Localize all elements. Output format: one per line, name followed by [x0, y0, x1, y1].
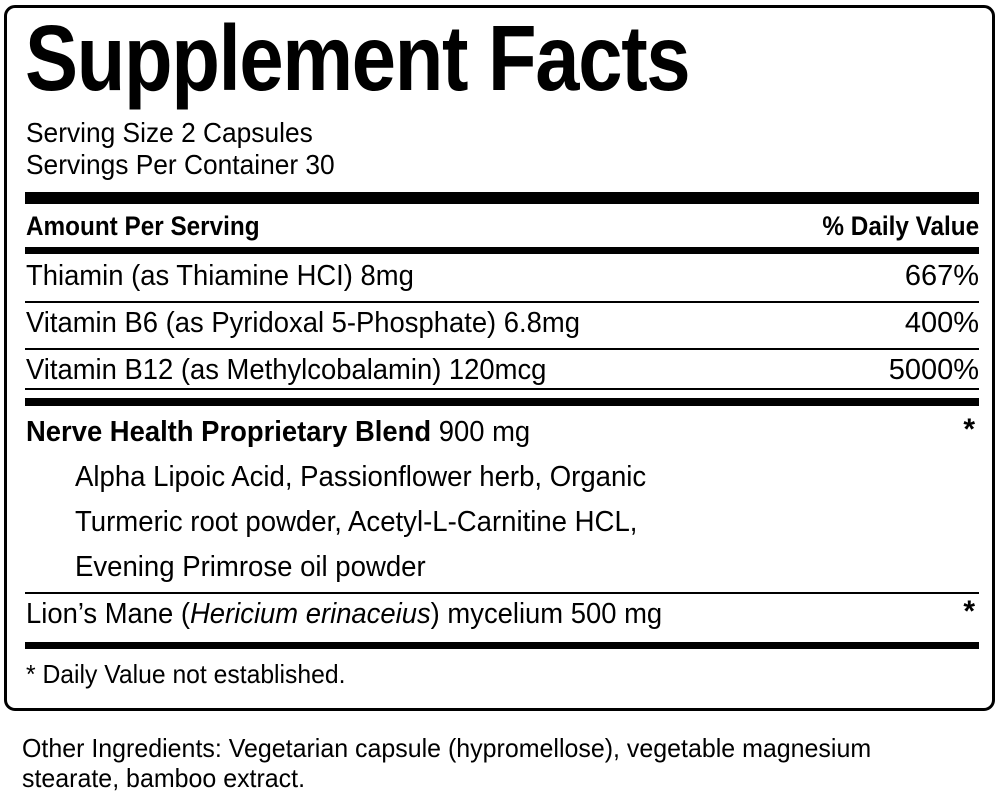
column-header-amount-per-serving: Amount Per Serving [26, 211, 260, 241]
column-header-daily-value: % Daily Value [822, 211, 979, 241]
other-ingredients-line: Other Ingredients: Vegetarian capsule (h… [22, 733, 872, 763]
divider-row [25, 348, 979, 350]
blend-ingredient-line: Turmeric root powder, Acetyl-L-Carnitine… [75, 506, 638, 538]
blend-ingredient-line: Evening Primrose oil powder [75, 551, 426, 583]
servings-per-container-text: Servings Per Container 30 [26, 149, 335, 180]
page-title: Supplement Facts [25, 6, 691, 110]
blend-ingredient-line: Alpha Lipoic Acid, Passionflower herb, O… [75, 461, 647, 493]
blend-heading-text: Nerve Health Proprietary Blend 900 mg [26, 415, 530, 449]
daily-value-footnote: * Daily Value not established. [26, 659, 346, 689]
lions-mane-text: Lion’s Mane (Hericium erinaceius) myceli… [26, 597, 662, 631]
lions-mane-prefix: Lion’s Mane ( [26, 598, 191, 630]
supplement-facts-panel: Supplement Facts Serving Size 2 Capsules… [4, 5, 995, 711]
lions-mane-daily-value-asterisk: * [963, 595, 975, 628]
panel-content: Supplement Facts Serving Size 2 Capsules… [25, 8, 979, 708]
divider-row [25, 592, 979, 594]
lions-mane-suffix: ) mycelium 500 mg [430, 598, 663, 630]
blend-amount: 900 mg [438, 416, 531, 448]
table-row-lions-mane: Lion’s Mane (Hericium erinaceius) myceli… [25, 597, 979, 641]
divider-row [25, 388, 979, 390]
nutrient-name: Vitamin B12 (as Methylcobalamin) 120mcg [26, 354, 547, 386]
serving-information: Serving Size 2 Capsules Servings Per Con… [26, 117, 726, 181]
blend-name: Nerve Health Proprietary Blend [26, 416, 432, 448]
nutrient-daily-value: 400% [904, 307, 979, 339]
table-row: Vitamin B6 (as Pyridoxal 5-Phosphate) 6.… [25, 306, 979, 350]
other-ingredients-section: Other Ingredients: Vegetarian capsule (h… [22, 733, 962, 793]
serving-size-text: Serving Size 2 Capsules [26, 117, 313, 148]
nutrient-daily-value: 667% [904, 260, 979, 292]
blend-heading-row: Nerve Health Proprietary Blend 900 mg * [25, 415, 979, 459]
lions-mane-species: Hericium erinaceius [190, 598, 431, 630]
divider-thick-above-footnote [25, 642, 979, 649]
divider-thick-below-headers [25, 247, 979, 254]
table-header-row: Amount Per Serving % Daily Value [25, 211, 979, 247]
nutrient-name: Thiamin (as Thiamine HCI) 8mg [26, 260, 414, 292]
divider-row [25, 301, 979, 303]
divider-thick-above-blend [25, 398, 979, 406]
table-row: Vitamin B12 (as Methylcobalamin) 120mcg … [25, 353, 979, 397]
divider-thick-above-headers [25, 192, 979, 204]
nutrient-daily-value: 5000% [888, 354, 979, 386]
blend-daily-value-asterisk: * [963, 413, 975, 446]
nutrient-name: Vitamin B6 (as Pyridoxal 5-Phosphate) 6.… [26, 307, 580, 339]
table-row: Thiamin (as Thiamine HCI) 8mg 667% [25, 259, 979, 303]
blend-spacer [431, 416, 439, 448]
other-ingredients-line: stearate, bamboo extract. [22, 763, 306, 793]
